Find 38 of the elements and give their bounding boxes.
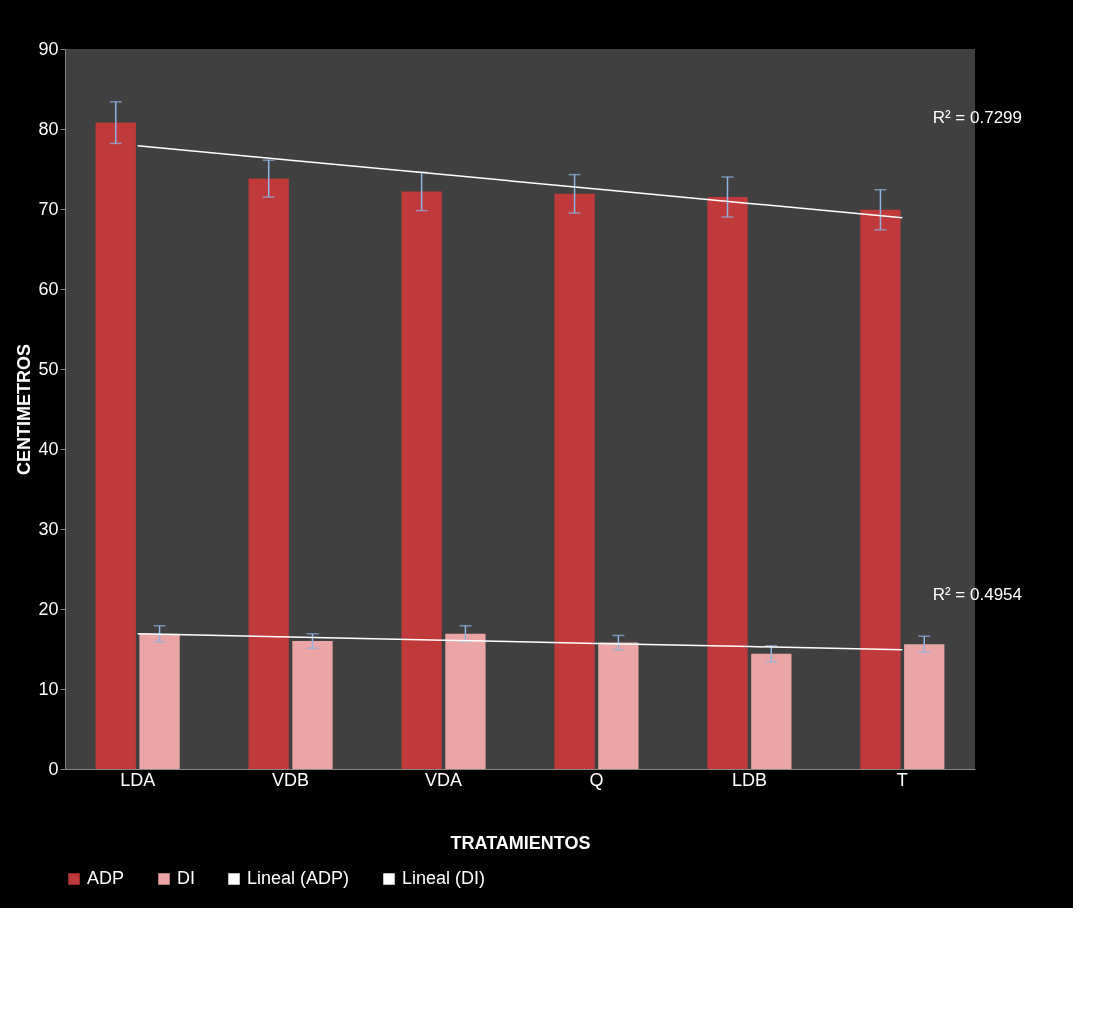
annotation: R² = 0.4954	[932, 584, 1023, 604]
x-tick-label: LDA	[120, 769, 156, 790]
y-tick-label: 50	[38, 358, 59, 379]
y-tick-label: 40	[38, 438, 59, 459]
y-tick-label: 20	[38, 598, 59, 619]
x-tick-label: Q	[589, 769, 604, 790]
y-tick-label: 10	[38, 678, 59, 699]
y-tick-label: 70	[38, 198, 59, 219]
x-tick-label: VDA	[425, 769, 463, 790]
annotation: R² = 0.7299	[932, 107, 1023, 127]
bar	[904, 644, 945, 769]
bar	[292, 641, 333, 769]
x-tick-label: LDB	[731, 769, 767, 790]
legend-label: Lineal (ADP)	[247, 868, 350, 888]
bar	[95, 122, 136, 769]
legend-label: Lineal (DI)	[402, 868, 486, 888]
x-tick-label: T	[896, 769, 908, 790]
y-axis-title: CENTIMETROS	[14, 343, 35, 476]
y-tick-label: 90	[38, 38, 59, 59]
bar	[860, 209, 901, 769]
line-series	[136, 633, 904, 651]
bar	[445, 633, 486, 769]
x-axis-title: TRATAMIENTOS	[450, 832, 591, 853]
bar	[139, 633, 180, 769]
line-series	[136, 145, 904, 219]
bar	[554, 193, 595, 769]
legend-label: DI	[177, 868, 195, 888]
y-tick-label: 60	[38, 278, 59, 299]
y-tick-label: 80	[38, 118, 59, 139]
y-tick-label: 0	[48, 758, 59, 779]
legend-label: ADP	[87, 868, 125, 888]
x-tick-label: VDB	[272, 769, 310, 790]
y-tick-label: 30	[38, 518, 59, 539]
bar	[751, 653, 792, 769]
bar	[248, 178, 289, 769]
bar	[401, 191, 442, 769]
bar	[707, 197, 748, 769]
bar	[598, 642, 639, 769]
